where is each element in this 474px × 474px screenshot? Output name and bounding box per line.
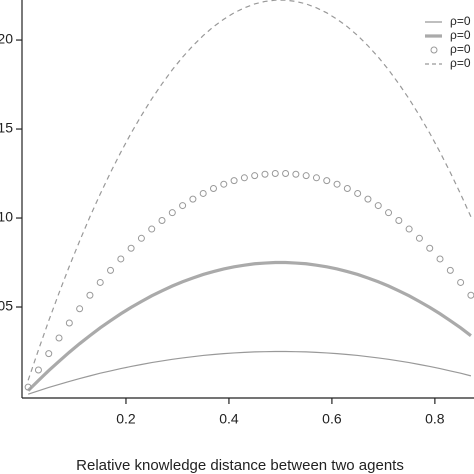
data-point [457,278,465,286]
x-tick-label: 0.4 [219,411,239,427]
data-point [127,244,135,252]
data-point [292,170,300,178]
data-point [86,291,94,299]
data-point [426,244,434,252]
y-tick-label: .15 [0,120,13,136]
legend-label: ρ=0 [450,56,471,70]
data-point [189,195,197,203]
x-axis-label: Relative knowledge distance between two … [76,457,404,474]
legend-label: ρ=0 [450,28,471,42]
data-point [323,177,331,185]
series-line [27,260,472,392]
data-point [302,172,310,180]
data-point [446,266,454,274]
series-line [27,0,472,381]
data-point [240,174,248,182]
data-point [385,209,393,217]
data-point [179,202,187,210]
data-point [282,170,290,178]
data-point [45,350,53,358]
data-point [415,234,423,242]
y-tick-label: .20 [0,31,13,47]
data-point [395,217,403,225]
data-point [158,217,166,225]
data-point [34,366,42,374]
data-point [76,305,84,313]
data-point [333,180,341,188]
data-point [467,291,474,299]
y-tick-label: .05 [0,298,13,314]
data-point [405,225,413,233]
x-tick-label: 0.8 [425,411,445,427]
legend-label: ρ=0 [450,42,471,56]
data-point [312,174,320,182]
data-point [96,278,104,286]
series-line [27,350,472,395]
data-point [343,184,351,192]
x-tick-label: 0.2 [116,411,136,427]
data-point [436,255,444,263]
data-point [168,209,176,217]
x-tick-label: 0.6 [322,411,342,427]
data-point [24,383,32,391]
data-point [55,334,63,342]
data-point [374,202,382,210]
plot-area [24,0,474,395]
data-point [209,184,217,192]
data-point [271,170,279,178]
data-point [220,180,228,188]
data-point [261,170,269,178]
data-point [107,266,115,274]
data-point [65,319,73,327]
data-point [354,189,362,197]
data-point [230,177,238,185]
legend-label: ρ=0 [450,14,471,28]
y-tick-label: .10 [0,209,13,225]
legend-marker [430,46,438,54]
data-point [364,195,372,203]
data-point [137,234,145,242]
data-point [117,255,125,263]
data-point [148,225,156,233]
data-point [199,189,207,197]
data-point [251,172,259,180]
